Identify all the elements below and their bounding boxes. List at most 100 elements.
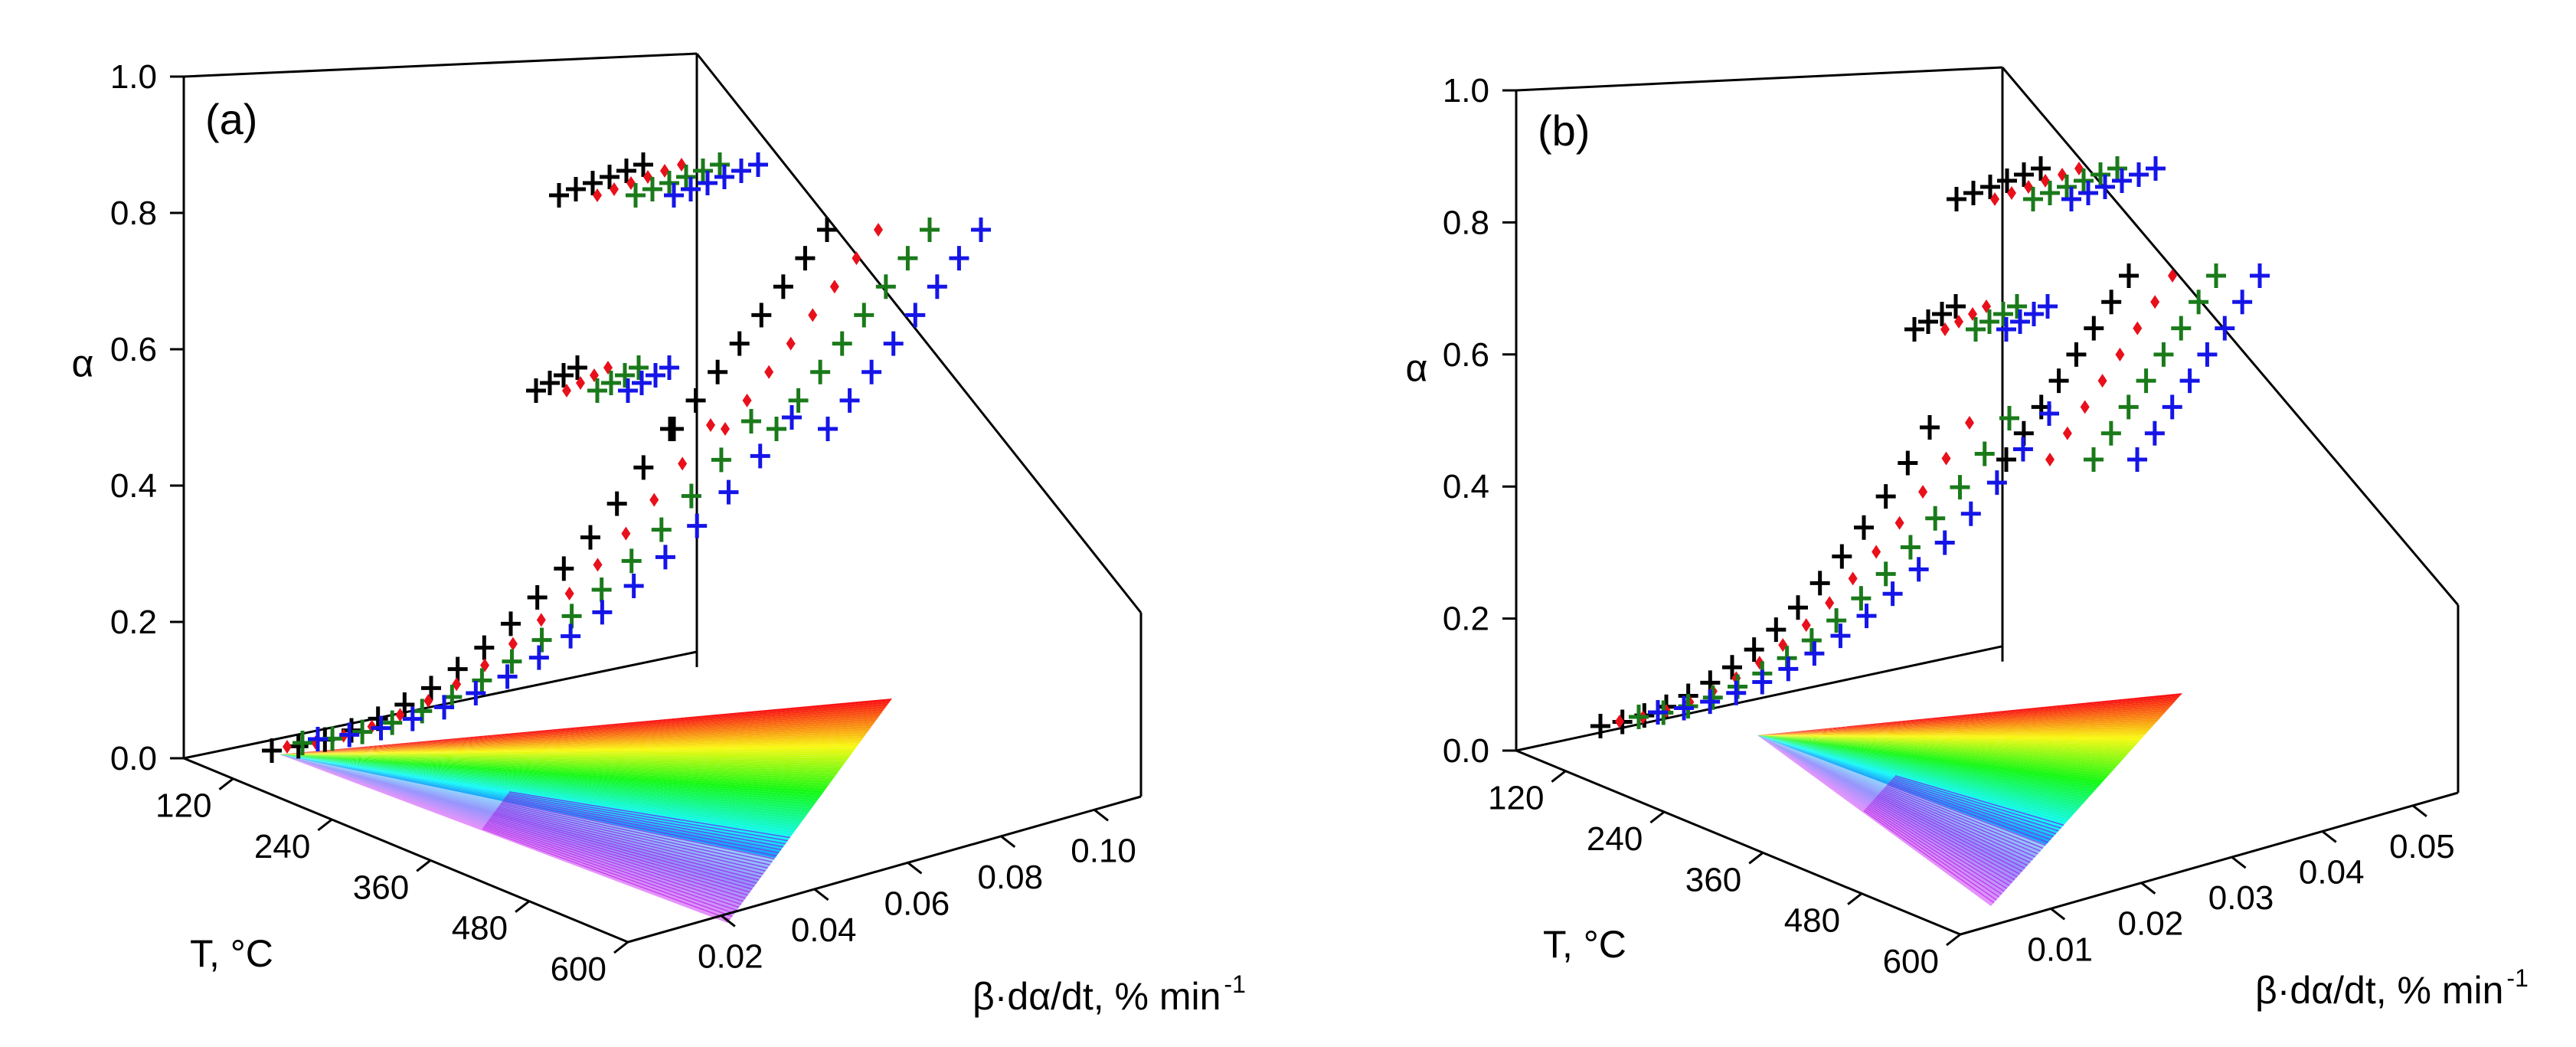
z-tick-label: 0.6 xyxy=(110,331,157,368)
data-point xyxy=(402,706,423,731)
data-point xyxy=(2057,175,2077,199)
z-tick-label: 0.2 xyxy=(1443,600,1489,638)
x-tick-label: 240 xyxy=(254,828,310,865)
data-point xyxy=(606,491,627,516)
z-axis-label: α xyxy=(72,342,94,385)
data-point xyxy=(526,378,546,403)
data-point xyxy=(593,558,603,572)
y-tick-label: 0.04 xyxy=(2299,853,2365,891)
data-point xyxy=(2150,295,2160,309)
data-point xyxy=(352,719,373,744)
z-tick-label: 0.8 xyxy=(110,195,157,232)
z-tick-label: 0.8 xyxy=(1443,204,1489,241)
data-point xyxy=(1832,544,1852,569)
data-point xyxy=(2014,162,2034,187)
data-point xyxy=(1875,484,1896,509)
data-point xyxy=(472,668,492,693)
data-point xyxy=(527,585,548,610)
data-point xyxy=(1766,617,1787,643)
data-point xyxy=(621,548,642,574)
data-point xyxy=(1882,581,1903,607)
data-point xyxy=(1986,470,2007,496)
data-point xyxy=(714,165,734,189)
data-point xyxy=(2189,290,2209,315)
series-green xyxy=(293,152,940,755)
data-point xyxy=(810,359,831,384)
data-point xyxy=(2062,426,2072,440)
data-point xyxy=(643,170,652,184)
data-point xyxy=(2074,169,2094,193)
data-point xyxy=(288,734,309,759)
data-point xyxy=(262,738,282,763)
data-point xyxy=(2078,181,2098,205)
data-point xyxy=(1722,655,1742,680)
series-green xyxy=(1629,156,2226,729)
data-point xyxy=(2074,162,2084,175)
data-point xyxy=(2119,263,2139,288)
data-point xyxy=(421,676,441,701)
data-point xyxy=(1908,557,1929,582)
data-point xyxy=(1752,669,1773,695)
data-point xyxy=(601,371,621,395)
y-tick-label: 0.01 xyxy=(2027,931,2093,968)
data-point xyxy=(1932,302,1952,326)
data-point xyxy=(1934,530,1955,555)
data-point xyxy=(1804,641,1825,666)
series-black xyxy=(262,152,837,763)
data-point xyxy=(1590,714,1610,738)
x-axis-label: T, °C xyxy=(1543,923,1626,966)
data-point xyxy=(1980,175,2000,199)
y-tick-label: 0.02 xyxy=(698,937,763,975)
z-axis-label: α xyxy=(1406,346,1428,389)
x-tick-label: 240 xyxy=(1587,820,1643,858)
data-point xyxy=(1726,680,1747,705)
y-tick-label: 0.03 xyxy=(2208,879,2274,917)
data-point xyxy=(655,545,675,570)
data-point xyxy=(1999,406,2019,430)
series-blue xyxy=(308,152,991,751)
data-point xyxy=(562,384,571,398)
data-point xyxy=(623,574,644,598)
data-point xyxy=(711,447,731,473)
z-tick-label: 0.6 xyxy=(1443,336,1489,374)
data-point xyxy=(2091,162,2110,187)
data-point xyxy=(829,280,839,294)
data-point xyxy=(2112,169,2132,193)
data-point xyxy=(1940,322,1950,336)
data-point xyxy=(1615,715,1624,728)
panel-a-chart: 0.0 0.2 0.4 0.6 0.8 1.0 α 120 240 360 480 600 T, °C 0… xyxy=(72,52,1246,1018)
data-point xyxy=(580,525,600,550)
data-point xyxy=(2162,394,2182,420)
data-point xyxy=(1950,475,1970,500)
data-point xyxy=(1900,535,1921,560)
data-point xyxy=(2045,453,2055,466)
data-point xyxy=(2168,269,2177,283)
data-point xyxy=(1966,317,1986,342)
data-point xyxy=(1974,441,1995,466)
data-point xyxy=(2012,437,2033,462)
data-point xyxy=(750,443,770,469)
data-point xyxy=(1963,181,1983,205)
data-point xyxy=(1918,485,1928,499)
data-point xyxy=(2084,447,2104,472)
y-tick-label: 0.06 xyxy=(884,885,950,922)
data-point xyxy=(706,418,715,432)
y-axis-label: β·dα/dt, % min -1 xyxy=(973,970,1246,1018)
data-point xyxy=(681,177,701,201)
data-point xyxy=(698,171,718,195)
series-red xyxy=(283,158,883,754)
data-point xyxy=(2171,316,2192,341)
data-point xyxy=(742,393,752,407)
data-point xyxy=(767,417,786,441)
data-point xyxy=(795,246,816,271)
data-point xyxy=(677,158,686,172)
x-tick-label: 360 xyxy=(353,869,409,906)
data-point xyxy=(808,308,818,322)
x-tick-label: 600 xyxy=(551,950,606,988)
data-point xyxy=(2144,420,2165,446)
data-point xyxy=(1801,628,1822,653)
data-point xyxy=(1954,315,1963,329)
z-tick-label: 0.2 xyxy=(110,604,157,641)
data-point xyxy=(1996,447,2016,472)
data-point xyxy=(615,363,635,388)
